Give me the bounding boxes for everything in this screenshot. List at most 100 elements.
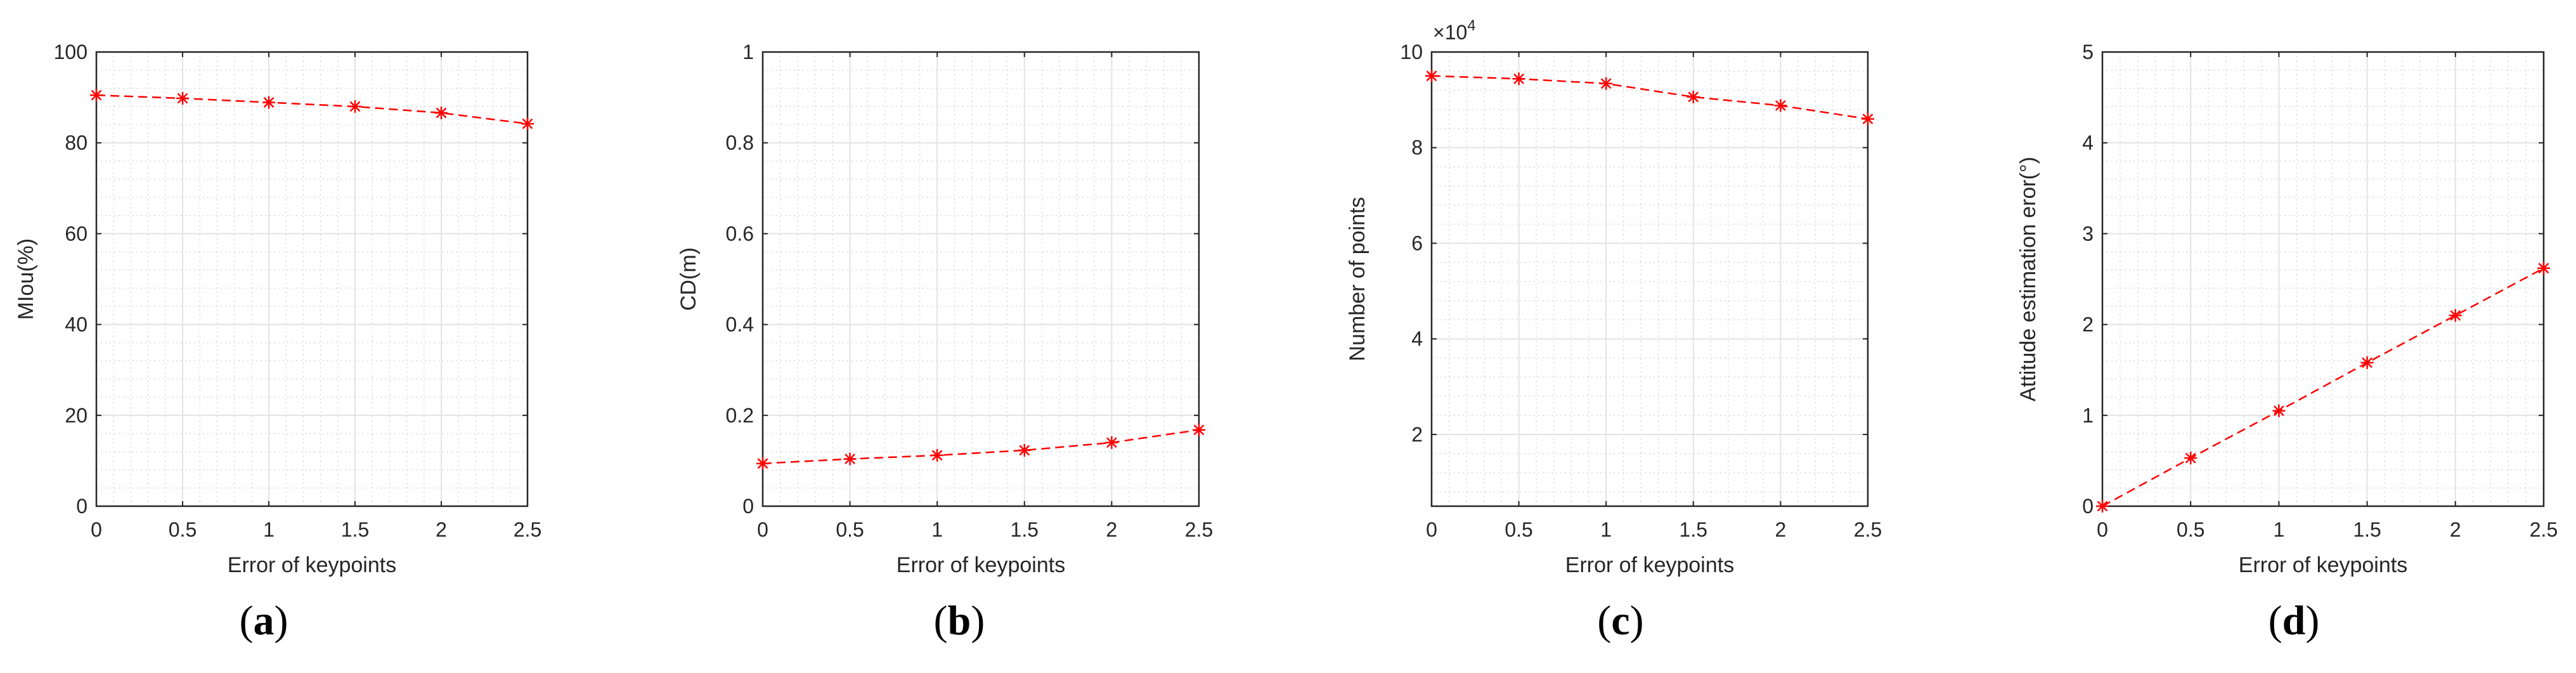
y-axis-label: CD(m) [676,247,701,311]
caption-letter: c [1611,598,1629,644]
y-tick-label: 100 [54,41,87,63]
marker-stroke [177,93,188,104]
data-point-marker [2096,500,2109,513]
y-tick-label: 2 [2082,313,2094,336]
x-tick-label: 2.5 [514,518,541,541]
y-tick-label: 6 [1411,232,1423,254]
caption-paren: ) [275,598,288,644]
y-tick-label: 3 [2082,222,2094,245]
y-tick-label: 0.6 [726,222,754,245]
data-point-marker [1105,436,1118,449]
marker-stroke [436,107,447,119]
y-tick-label: 20 [65,404,87,427]
x-tick-label: 2.5 [1854,518,1882,541]
data-point-marker [2537,261,2550,275]
y-tick-label: 80 [65,131,87,154]
data-point-marker [2449,309,2462,322]
y-tick-label: 4 [1411,327,1423,350]
y-tick-label: 1 [2082,404,2094,427]
marker-stroke [1775,100,1786,111]
data-point-marker [349,100,361,113]
marker-stroke [2538,263,2549,274]
marker-stroke [931,450,943,461]
data-point-marker [262,96,275,109]
marker-stroke [2362,357,2372,369]
y-tick-label: 0 [2082,495,2094,518]
x-tick-label: 0.5 [169,518,197,541]
axes-box [95,51,529,507]
y-tick-label: 2 [1411,423,1423,446]
caption-paren: ) [1630,598,1644,644]
x-tick-label: 1.5 [2353,518,2381,541]
grid [96,51,528,507]
x-tick-label: 2 [436,518,447,541]
data-point-marker [843,452,857,466]
x-tick-label: 1.5 [341,518,369,541]
marker-stroke [2185,452,2196,464]
subplot-caption: (c) [1597,598,1643,644]
series-line [2102,267,2544,507]
x-tick-label: 1 [1600,518,1612,541]
x-axis-label: Error of keypoints [228,553,396,577]
caption-letter: a [254,598,275,644]
data-point-marker [1512,72,1525,86]
data-point-marker [2272,404,2286,417]
series-line [1431,75,1868,120]
x-tick-label: 1.5 [1011,518,1039,541]
x-tick-label: 2.5 [1185,518,1213,541]
caption-paren: ) [2305,598,2319,644]
x-tick-label: 0.5 [836,518,864,541]
data-point-marker [931,448,944,462]
y-tick-label: 0 [742,495,754,518]
y-tick-label: 0.2 [726,404,754,427]
x-tick-label: 1 [263,518,275,541]
data-point-marker [1774,99,1787,112]
caption-paren: ( [934,598,948,644]
x-tick-label: 2 [1775,518,1787,541]
caption-letter: b [948,598,971,644]
marker-stroke [757,458,768,469]
marker-stroke [1513,73,1524,84]
marker-stroke [1600,78,1612,89]
subplot-caption: (d) [2269,598,2320,644]
x-tick-label: 1 [2274,518,2285,541]
x-tick-label: 2.5 [2530,518,2558,541]
y-tick-label: 8 [1411,136,1423,159]
grid [1431,51,1868,506]
x-tick-label: 2 [1106,518,1118,541]
data-point-marker [1686,90,1700,103]
data-point-marker [1018,443,1031,457]
x-axis-label: Error of keypoints [1565,553,1734,577]
marker-stroke [845,454,855,464]
caption-paren: ) [971,598,985,644]
data-point-marker [1193,423,1205,436]
plot-area [763,52,1199,506]
x-tick-label: 0.5 [1505,518,1532,541]
data-point-marker [756,457,769,470]
x-tick-label: 0 [2097,518,2108,541]
x-tick-label: 0 [757,518,768,541]
y-tick-label: 5 [2082,41,2094,63]
data-point-marker [2184,452,2197,465]
marker-stroke [91,89,102,101]
subplot-a: 0 0.5 1 1.5 2 2.5 0 20 40 60 80 100 Error of keypoin… [14,41,541,644]
marker-stroke [522,118,533,129]
marker-stroke [2274,405,2284,417]
marker-stroke [1019,445,1030,456]
x-axis-label: Error of keypoints [896,553,1065,577]
subplot-d: 0 0.5 1 1.5 2 2.5 0 1 2 3 4 5 Error of keypoints Atti… [2016,41,2558,644]
plot-area [2102,52,2544,506]
data-point-marker [2360,356,2374,369]
y-tick-label: 4 [2082,131,2094,154]
x-tick-label: 0 [1426,518,1437,541]
marker-stroke [349,101,361,112]
subplot-b: 0 0.5 1 1.5 2 2.5 0 0.2 0.4 0.6 0.8 1 Error of keypo… [676,41,1213,644]
data-point-marker [435,106,448,119]
data-point-marker [176,92,189,105]
data-point-marker [1861,112,1874,126]
data-point-marker [1600,77,1613,90]
y-exponent-label: ×104 [1433,17,1476,44]
y-tick-label: 10 [1400,41,1423,63]
data-point-marker [521,117,534,131]
